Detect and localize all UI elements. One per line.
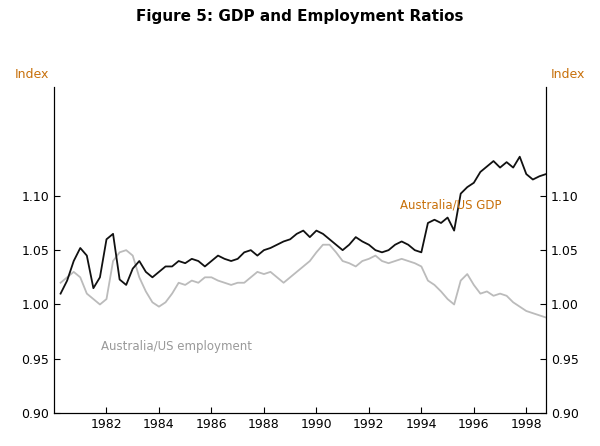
Text: Index: Index: [15, 68, 49, 81]
Text: Figure 5: GDP and Employment Ratios: Figure 5: GDP and Employment Ratios: [136, 9, 464, 24]
Text: Australia/US employment: Australia/US employment: [101, 340, 252, 353]
Text: Index: Index: [551, 68, 585, 81]
Text: Australia/US GDP: Australia/US GDP: [400, 199, 502, 212]
